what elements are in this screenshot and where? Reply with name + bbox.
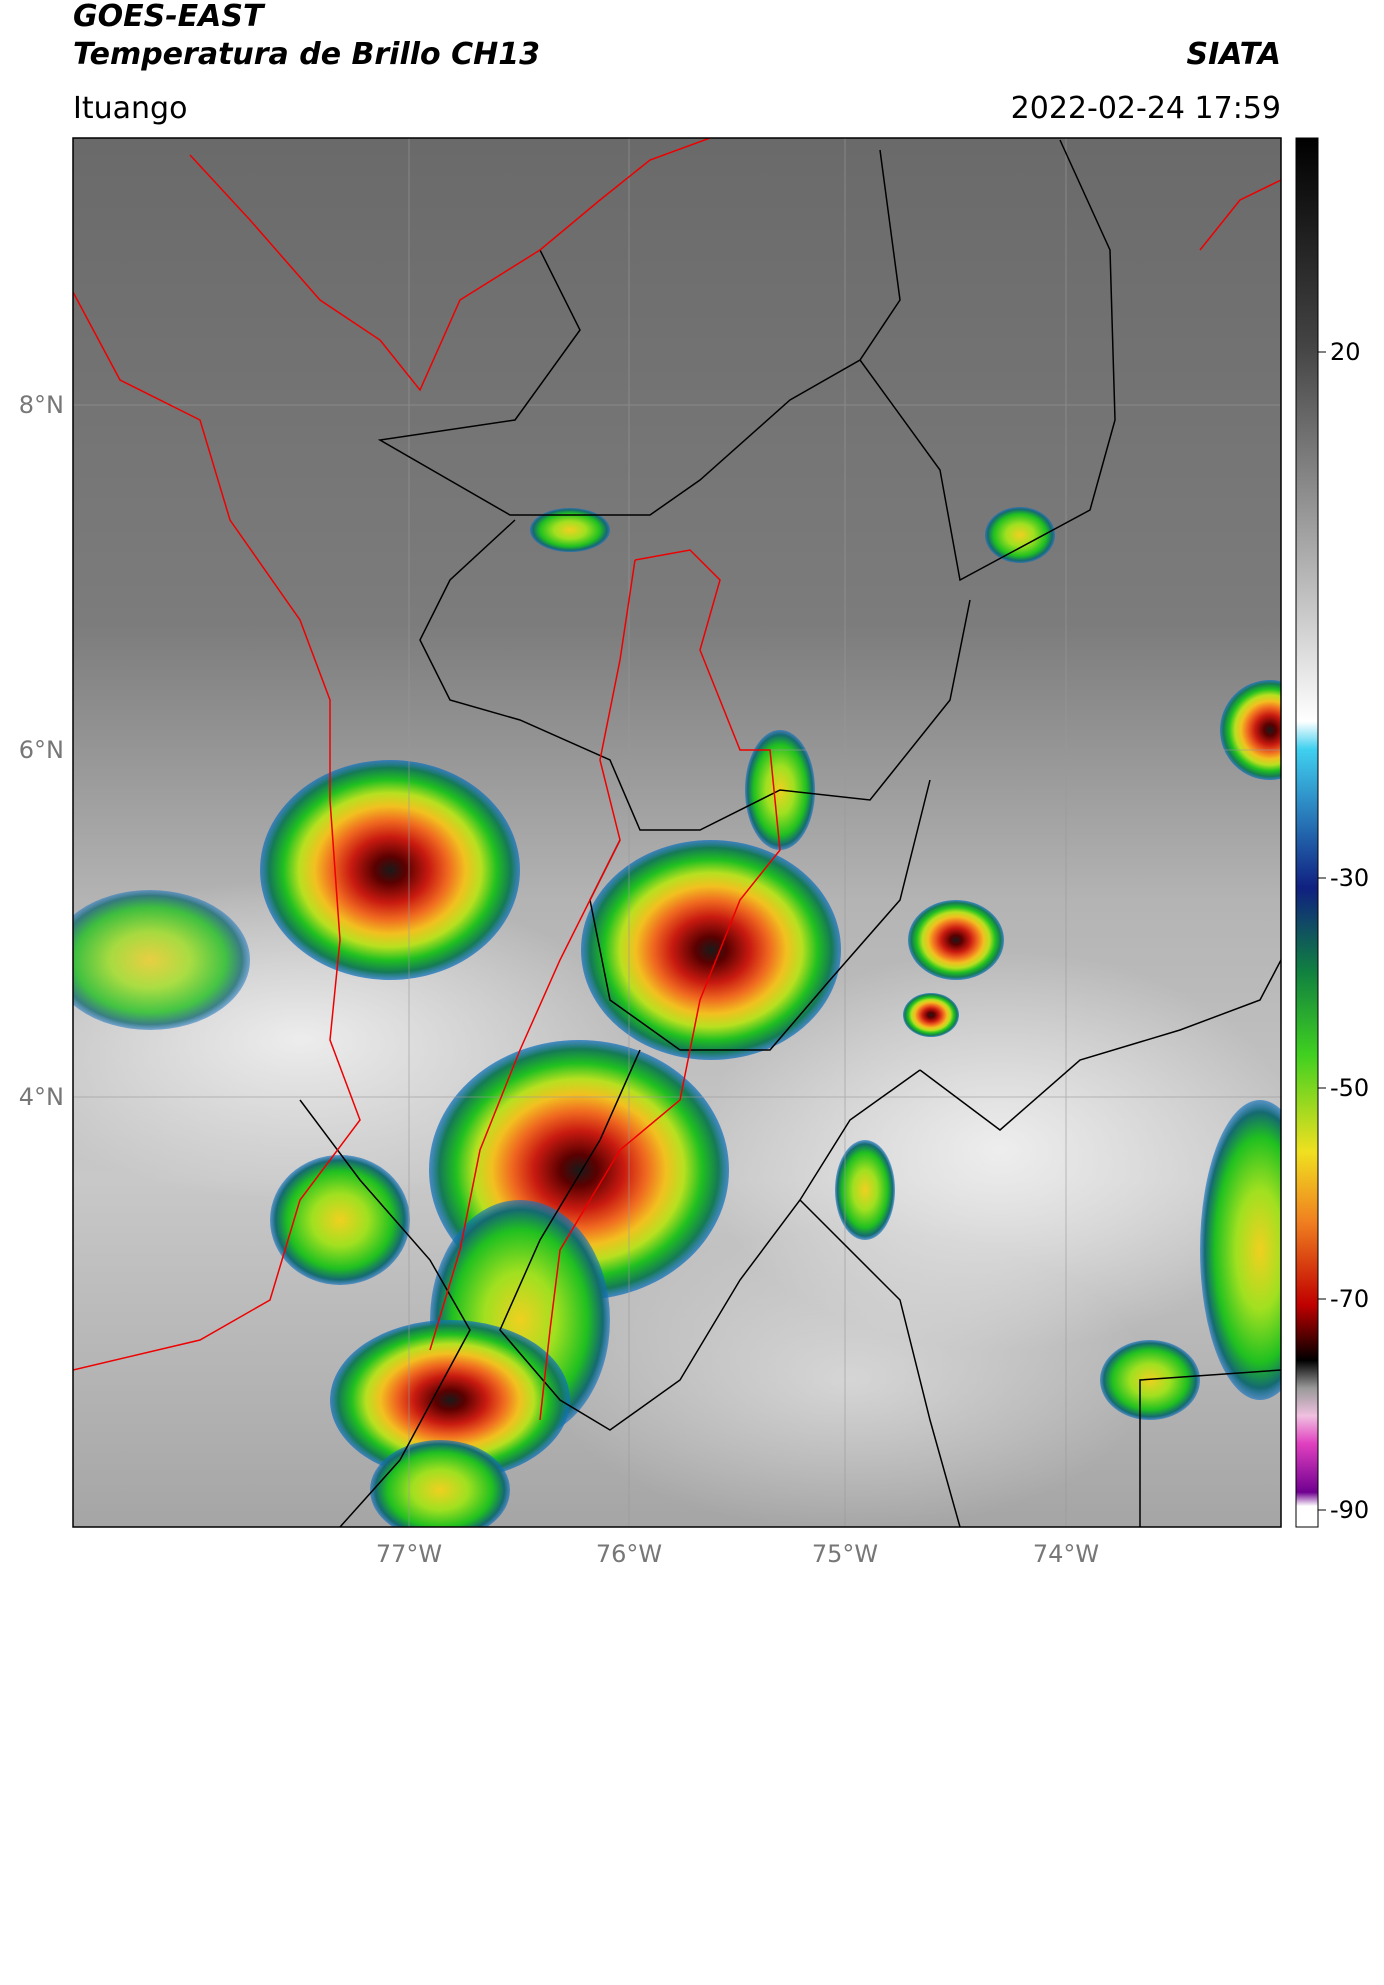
lon-label: 77°W bbox=[376, 1540, 442, 1568]
storm bbox=[903, 993, 959, 1037]
datetime: 2022-02-24 17:59 bbox=[1011, 91, 1281, 126]
cloud-cell bbox=[370, 1440, 510, 1527]
colorbar-label: 20 bbox=[1330, 338, 1361, 366]
storm bbox=[1220, 680, 1281, 780]
lon-label: 76°W bbox=[596, 1540, 662, 1568]
storm bbox=[908, 900, 1004, 980]
location: Ituango bbox=[73, 91, 187, 126]
lon-label: 75°W bbox=[812, 1540, 878, 1568]
lat-ticks: 8°N 6°N 4°N bbox=[19, 391, 64, 1111]
colorbar-label: -90 bbox=[1330, 1496, 1369, 1524]
graticule bbox=[73, 138, 1281, 1527]
storm bbox=[260, 760, 520, 980]
title: Temperatura de Brillo CH13 bbox=[73, 37, 540, 72]
source: GOES-EAST bbox=[73, 0, 266, 34]
colorbar-label: -70 bbox=[1330, 1285, 1369, 1313]
lon-ticks: 77°W 76°W 75°W 74°W bbox=[376, 1540, 1099, 1568]
storm bbox=[330, 1320, 570, 1480]
satellite-map bbox=[73, 138, 1281, 1527]
haze bbox=[550, 1230, 1150, 1527]
lon-label: 74°W bbox=[1033, 1540, 1099, 1568]
colorbar-label: -50 bbox=[1330, 1074, 1369, 1102]
cloud-cell bbox=[270, 1155, 410, 1285]
cloud-cell bbox=[1200, 1100, 1281, 1400]
cloud-cell bbox=[73, 890, 250, 1030]
red-boundaries bbox=[73, 138, 1281, 1421]
map-frame bbox=[72, 137, 1282, 1528]
cloud-cell bbox=[985, 507, 1055, 563]
cloud-cell bbox=[530, 508, 610, 552]
colorbar-label: -30 bbox=[1330, 864, 1369, 892]
lat-label: 6°N bbox=[19, 736, 64, 764]
colorbar-ticks: 20 -30 -50 -70 -90 bbox=[1318, 338, 1369, 1524]
lat-label: 8°N bbox=[19, 391, 64, 419]
cloud-cell bbox=[835, 1140, 895, 1240]
colorbar bbox=[1295, 137, 1319, 1528]
lat-label: 4°N bbox=[19, 1083, 64, 1111]
storm bbox=[581, 840, 841, 1060]
org: SIATA bbox=[1187, 37, 1281, 72]
admin-boundaries bbox=[299, 139, 1281, 1527]
